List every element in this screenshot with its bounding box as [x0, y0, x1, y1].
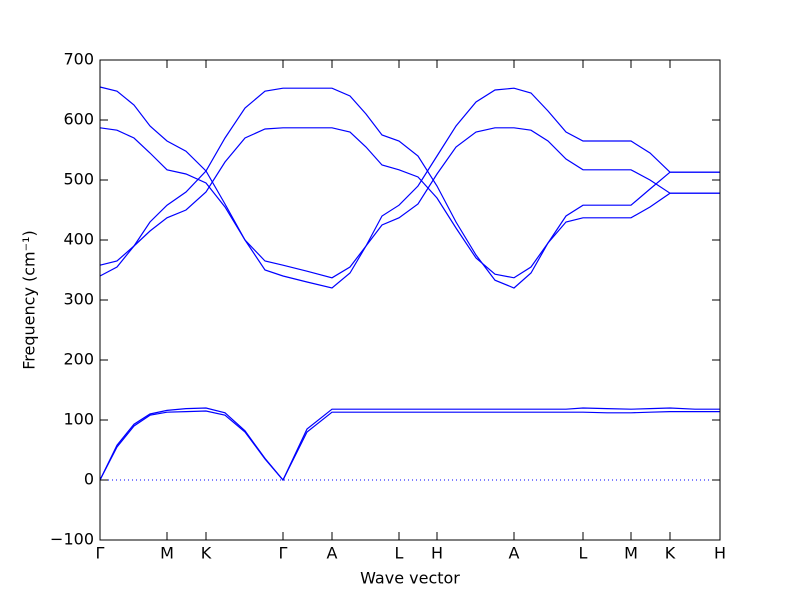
x-tick-label: M — [624, 544, 638, 563]
band-line — [99, 87, 720, 289]
band-line — [99, 127, 720, 279]
y-tick-label: 700 — [63, 50, 94, 69]
x-tick-label: A — [509, 544, 520, 563]
y-axis-label: Frequency (cm⁻¹) — [20, 230, 39, 369]
x-axis-label: Wave vector — [360, 569, 460, 588]
x-tick-label: H — [714, 544, 726, 563]
y-tick-label: 500 — [63, 170, 94, 189]
x-tick-label: L — [395, 544, 404, 563]
band-line — [99, 410, 720, 482]
x-tick-label: L — [579, 544, 588, 563]
x-tick-label: H — [431, 544, 443, 563]
y-tick-label: 600 — [63, 110, 94, 129]
x-tick-label: K — [665, 544, 676, 563]
y-tick-label: 400 — [63, 230, 94, 249]
x-tick-label: A — [327, 544, 338, 563]
y-tick-label: 0 — [84, 470, 94, 489]
band-line — [99, 127, 720, 279]
y-tick-label: 200 — [63, 350, 94, 369]
y-tick-label: 300 — [63, 290, 94, 309]
x-tick-label: Γ — [96, 544, 105, 563]
x-tick-label: K — [201, 544, 212, 563]
y-tick-label: 100 — [63, 410, 94, 429]
y-tick-label: −100 — [50, 530, 94, 549]
plot-frame — [99, 59, 721, 541]
x-tick-label: Γ — [279, 544, 288, 563]
band-line — [99, 407, 720, 482]
band-line — [99, 86, 720, 289]
x-tick-label: M — [160, 544, 174, 563]
